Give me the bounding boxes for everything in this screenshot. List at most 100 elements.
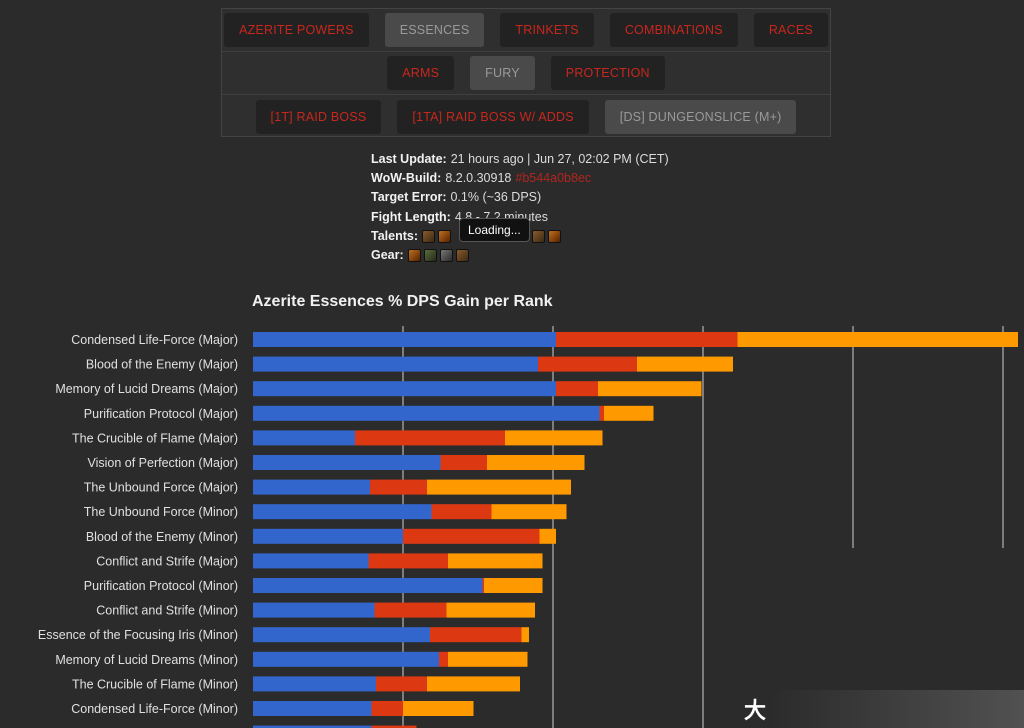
bar-segment-rank-3[interactable] — [539, 528, 557, 544]
nav-row-category: AZERITE POWERS ESSENCES TRINKETS COMBINATIO… — [222, 9, 830, 52]
bar-segment-rank-2[interactable] — [374, 602, 447, 618]
nav-category-button[interactable]: AZERITE POWERS — [224, 13, 369, 47]
bar-segment-rank-3[interactable] — [427, 676, 520, 692]
nav-fight-style-button[interactable]: [1T] RAID BOSS — [255, 99, 382, 134]
bar-segment-rank-3[interactable] — [446, 602, 536, 618]
bar-segment-rank-1[interactable] — [253, 725, 372, 728]
talent-icon[interactable] — [422, 229, 435, 243]
simulation-info: Last Update: 21 hours ago | Jun 27, 02:0… — [371, 150, 669, 265]
category-label: The Unbound Force (Major) — [84, 481, 238, 495]
bar-segment-rank-2[interactable] — [599, 405, 605, 421]
gear-item-icon[interactable] — [439, 249, 453, 263]
nav-spec-button[interactable]: ARMS — [387, 56, 455, 90]
nav-category-button[interactable]: RACES — [753, 13, 828, 47]
chart-title: Azerite Essences % DPS Gain per Rank — [252, 293, 553, 310]
chart-svg: Condensed Life-Force (Major) Blood of the… — [38, 326, 1019, 728]
bar-segment-rank-2[interactable] — [556, 381, 598, 397]
bar-segment-rank-3[interactable] — [487, 455, 585, 470]
bar-segment-rank-1[interactable] — [253, 430, 355, 446]
category-label: Condensed Life-Force (Minor) — [71, 702, 238, 716]
bar-segment-rank-2[interactable] — [403, 528, 540, 544]
bar-segment-rank-2[interactable] — [371, 701, 404, 716]
bar-segment-rank-1[interactable] — [253, 627, 430, 643]
category-label: Vision of Perfection (Major) — [87, 456, 238, 470]
bar-segment-rank-1[interactable] — [253, 528, 403, 544]
last-update-value: 21 hours ago | Jun 27, 02:02 PM (CET) — [450, 152, 669, 166]
build-label: WoW-Build: — [371, 171, 442, 186]
category-label: Conflict and Strife (Minor) — [96, 604, 238, 618]
bar-segment-rank-1[interactable] — [253, 455, 441, 470]
category-label: Condensed Life-Force (Major) — [71, 333, 238, 347]
bar-segment-rank-2[interactable] — [376, 676, 427, 692]
bar-segment-rank-3[interactable] — [403, 701, 474, 716]
gear-item-icon[interactable] — [423, 249, 437, 263]
target-error-label: Target Error: — [371, 190, 447, 205]
bar-segment-rank-2[interactable] — [355, 430, 505, 446]
bar-segment-rank-2[interactable] — [482, 578, 485, 593]
gear-item-icon[interactable] — [455, 249, 469, 263]
bar-segment-rank-3[interactable] — [484, 578, 543, 593]
category-label: Purification Protocol (Major) — [84, 407, 238, 421]
nav-spec-button[interactable]: FURY — [470, 56, 535, 90]
bar-segment-rank-3[interactable] — [521, 627, 530, 643]
category-label: Essence of the Focusing Iris (Minor) — [38, 628, 238, 642]
bar-segment-rank-3[interactable] — [737, 332, 1019, 347]
bar-segment-rank-1[interactable] — [253, 676, 376, 692]
bar-segment-rank-3[interactable] — [598, 381, 702, 397]
build-hash-link[interactable]: #b544a0b8ec — [515, 171, 592, 186]
bar-segment-rank-3[interactable] — [448, 651, 528, 667]
bar-segment-rank-2[interactable] — [439, 651, 448, 667]
category-label: Blood of the Enemy (Minor) — [86, 530, 238, 544]
bar-segment-rank-2[interactable] — [431, 504, 492, 520]
bar-segment-rank-1[interactable] — [253, 504, 432, 520]
bar-segment-rank-2[interactable] — [368, 553, 449, 569]
bar-segment-rank-1[interactable] — [253, 381, 556, 397]
bar-segment-rank-1[interactable] — [253, 651, 439, 667]
bar-segment-rank-1[interactable] — [253, 479, 370, 495]
bar-segment-rank-3[interactable] — [637, 356, 733, 372]
build-value: 8.2.0.30918 — [445, 171, 512, 186]
nav-fight-style-button[interactable]: [1TA] RAID BOSS W/ ADDS — [397, 99, 589, 134]
bar-segment-rank-1[interactable] — [253, 405, 600, 421]
bar-segment-rank-2[interactable] — [430, 627, 522, 643]
nav-spec-button[interactable]: PROTECTION — [550, 56, 665, 90]
talent-icon[interactable] — [532, 229, 545, 243]
essence-dps-chart: Condensed Life-Force (Major) Blood of the… — [0, 322, 1024, 728]
last-update-row: Last Update: 21 hours ago | Jun 27, 02:0… — [371, 150, 669, 169]
bar-segment-rank-1[interactable] — [253, 701, 372, 716]
bar-segment-rank-2[interactable] — [371, 725, 417, 728]
nav-category-button[interactable]: TRINKETS — [500, 13, 594, 47]
last-update-label: Last Update: — [371, 152, 447, 166]
bar-segment-rank-3[interactable] — [604, 405, 654, 421]
gear-item-icon[interactable] — [407, 249, 421, 263]
nav-fight-style-button[interactable]: [DS] DUNGEONSLICE (M+) — [604, 99, 797, 134]
talent-icon[interactable] — [548, 229, 561, 243]
bar-segment-rank-1[interactable] — [253, 602, 375, 618]
talent-icon[interactable] — [438, 229, 451, 243]
target-error-value: 0.1% (~36 DPS) — [450, 190, 542, 205]
loading-tooltip: Loading... — [459, 218, 530, 242]
bar-segment-rank-2[interactable] — [556, 332, 738, 347]
category-label: Memory of Lucid Dreams (Minor) — [55, 653, 238, 667]
bar-segment-rank-3[interactable] — [505, 430, 603, 446]
bar-segment-rank-3[interactable] — [491, 504, 567, 520]
bar-segment-rank-1[interactable] — [253, 553, 369, 569]
gear-label: Gear: — [371, 247, 404, 262]
target-error-row: Target Error: 0.1% (~36 DPS) — [371, 188, 669, 207]
navigation-panel: AZERITE POWERS ESSENCES TRINKETS COMBINATIO… — [221, 8, 831, 137]
bar-segment-rank-2[interactable] — [440, 455, 488, 470]
talents-row: Talents: — [371, 227, 669, 246]
bar-segment-rank-3[interactable] — [448, 553, 543, 569]
bar-segment-rank-1[interactable] — [253, 578, 483, 593]
bar-segment-rank-2[interactable] — [538, 356, 637, 372]
nav-category-button[interactable]: COMBINATIONS — [609, 13, 738, 47]
fight-length-label: Fight Length: — [371, 209, 451, 224]
bar-segment-rank-1[interactable] — [253, 356, 538, 372]
build-row: WoW-Build: 8.2.0.30918 #b544a0b8ec — [371, 169, 669, 188]
bar-segment-rank-1[interactable] — [253, 332, 556, 347]
bar-segment-rank-2[interactable] — [370, 479, 427, 495]
category-label: Memory of Lucid Dreams (Major) — [55, 382, 238, 396]
bar-segment-rank-3[interactable] — [427, 479, 571, 495]
nav-category-button[interactable]: ESSENCES — [384, 13, 485, 47]
gear-row: Gear: — [371, 246, 669, 265]
